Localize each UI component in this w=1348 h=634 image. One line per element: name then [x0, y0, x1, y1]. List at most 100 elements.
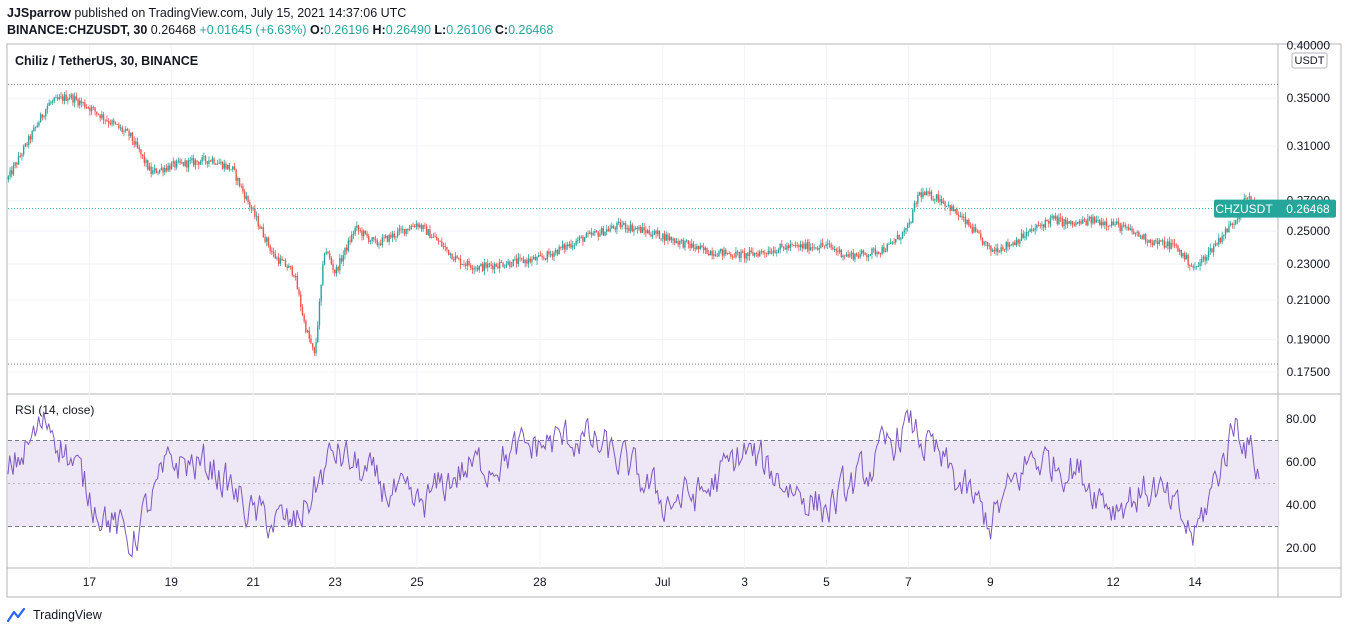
candle [235, 168, 237, 186]
candle [862, 249, 865, 257]
candle [895, 239, 897, 245]
high-label: H: [372, 23, 386, 37]
last-price-badge[interactable]: CHZUSDT 0.26468 [1214, 199, 1336, 218]
candle-body [366, 233, 368, 237]
candle [699, 242, 701, 251]
candle-body [808, 242, 810, 251]
candle [243, 188, 246, 204]
candle [1058, 213, 1060, 226]
candle [454, 252, 457, 263]
candle [691, 239, 693, 249]
candle [446, 246, 448, 253]
candles [7, 90, 1261, 357]
candle-body [257, 216, 259, 227]
candle-body [750, 250, 752, 253]
candle-body [648, 230, 650, 235]
candle-body [759, 251, 761, 257]
candle [600, 226, 603, 236]
candle-body [917, 194, 919, 204]
candle-body [611, 225, 613, 229]
candle-body [39, 114, 42, 123]
candle-body [541, 255, 543, 258]
candle-body [373, 237, 375, 240]
candle-body [422, 225, 424, 230]
candle [910, 220, 912, 225]
candle-body [1172, 242, 1174, 244]
candle-body [668, 236, 671, 241]
candle-body [1014, 242, 1016, 246]
candle-body [713, 254, 715, 256]
candle-body [33, 127, 35, 132]
candle-body [743, 252, 746, 259]
candle [16, 161, 18, 169]
candle [342, 250, 344, 267]
publish-info: JJSparrow published on TradingView.com, … [7, 5, 1337, 22]
candle [776, 249, 778, 257]
candle-body [383, 237, 385, 239]
candle-body [1144, 234, 1147, 242]
candle-body [781, 244, 783, 247]
candle [99, 114, 101, 122]
candle [821, 238, 824, 248]
candle-body [915, 203, 917, 205]
candle [152, 166, 154, 175]
candle-body [254, 208, 256, 217]
candle-body [1192, 266, 1194, 268]
candle [704, 246, 707, 254]
candle-body [21, 154, 23, 157]
candle-body [1010, 244, 1013, 246]
candle-body [570, 243, 572, 248]
candle-body [1148, 239, 1150, 243]
candle [871, 247, 873, 260]
candle-body [63, 94, 66, 102]
candle-body [157, 172, 159, 174]
candle-body [677, 241, 679, 245]
candle [334, 269, 336, 277]
candle [692, 241, 695, 252]
candle [541, 252, 543, 261]
candle [186, 159, 188, 173]
candle [900, 236, 902, 245]
candle-body [1019, 240, 1021, 244]
candle-body [575, 240, 577, 245]
candle [388, 233, 390, 246]
footer-brand[interactable]: TradingView [33, 608, 102, 622]
candle [1014, 240, 1016, 246]
candle [764, 249, 766, 258]
candle [1209, 243, 1211, 256]
candle-body [1204, 256, 1206, 261]
candle [1007, 238, 1009, 251]
candle-body [342, 255, 344, 262]
candle-body [233, 166, 236, 170]
candle [585, 231, 588, 238]
candle-body [804, 243, 807, 249]
candle [391, 230, 394, 243]
candle [116, 123, 118, 126]
candle [1010, 243, 1013, 246]
candle [198, 161, 200, 170]
candle-body [196, 160, 198, 162]
candle-body [135, 141, 137, 145]
candle-body [53, 97, 55, 101]
candle-body [595, 231, 598, 233]
candle [896, 230, 899, 240]
candle [473, 265, 475, 275]
candle-body [500, 261, 503, 263]
candle-body [876, 251, 878, 255]
candle [1110, 218, 1113, 228]
candle-body [99, 114, 101, 119]
candle [50, 100, 52, 106]
candle-body [260, 227, 263, 229]
candle-body [1189, 265, 1191, 267]
candle [575, 238, 577, 247]
publisher-name[interactable]: JJSparrow [7, 6, 71, 20]
candle [286, 264, 288, 271]
candle [786, 242, 788, 254]
candle [459, 255, 462, 270]
candle [281, 255, 283, 261]
candle [1065, 216, 1067, 230]
candle-body [109, 123, 112, 125]
candle [648, 225, 650, 236]
candle-body [133, 140, 135, 145]
